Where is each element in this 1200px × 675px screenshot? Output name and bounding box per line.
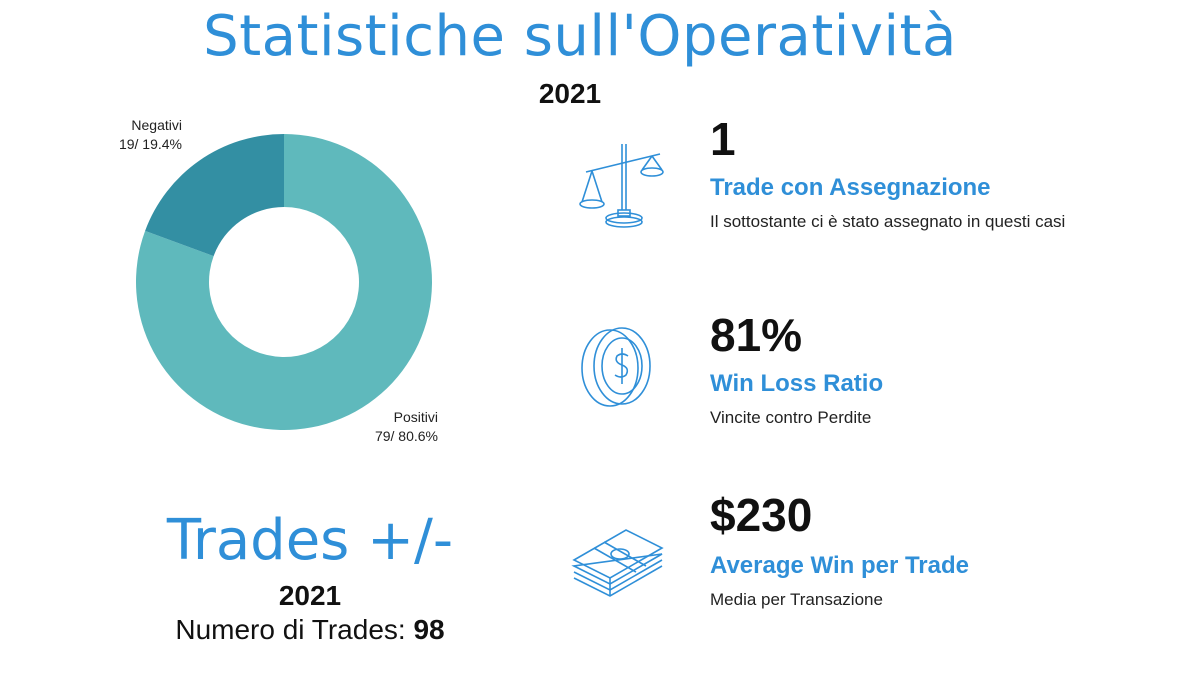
slice-value-positivi: 79/ 80.6%: [374, 428, 438, 444]
stat-title-assignments: Trade con Assegnazione: [710, 174, 991, 201]
stat-title-avgwin: Average Win per Trade: [710, 552, 969, 579]
donut-slice-positivi: [136, 134, 433, 430]
trades-count-value: 98: [413, 614, 445, 645]
donut-chart: [136, 134, 433, 430]
slice-name-positivi: Positivi: [393, 409, 438, 425]
trades-title: Trades +/-: [166, 508, 454, 573]
page-year: 2021: [538, 78, 602, 109]
scale-icon: [579, 144, 664, 228]
slice-name-negativi: Negativi: [131, 117, 182, 133]
stat-value-assignments: 1: [710, 113, 736, 165]
slice-label-positivi: Positivi 79/ 80.6%: [330, 408, 438, 446]
stat-value-avgwin: $230: [710, 489, 813, 541]
stat-desc-avgwin: Media per Transazione: [710, 590, 883, 609]
money-stack-icon: [571, 529, 664, 597]
slice-label-negativi: Negativi 19/ 19.4%: [70, 116, 182, 154]
trades-count-label: Numero di Trades:: [175, 614, 414, 645]
stat-desc-winloss: Vincite contro Perdite: [710, 408, 872, 427]
stat-title-winloss: Win Loss Ratio: [710, 370, 884, 397]
coin-icon: [581, 327, 651, 407]
trades-count: Numero di Trades: 98: [100, 614, 520, 646]
page-title: Statistiche sull'Operatività: [203, 4, 957, 69]
stat-desc-assignments: Il sottostante ci è stato assegnato in q…: [710, 212, 1066, 231]
donut-slice-negativi: [145, 134, 284, 257]
slice-value-negativi: 19/ 19.4%: [118, 136, 182, 152]
trades-year: 2021: [278, 580, 342, 611]
stat-value-winloss: 81%: [710, 309, 803, 361]
